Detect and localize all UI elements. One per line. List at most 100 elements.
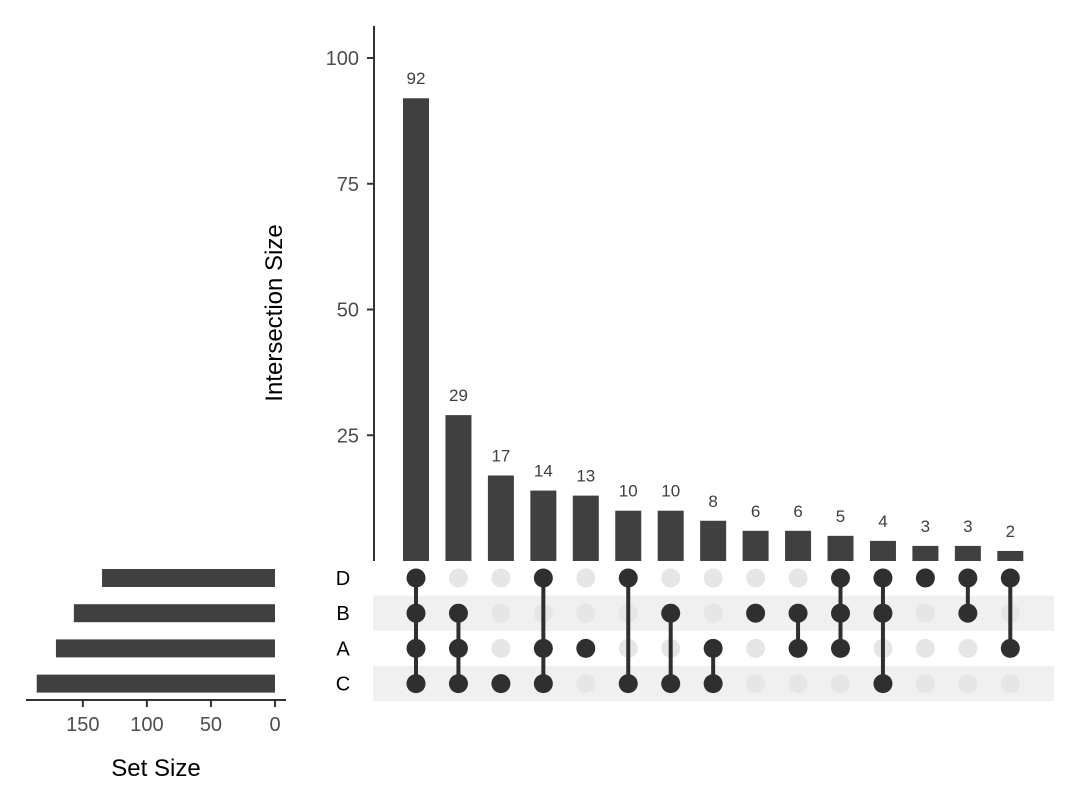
matrix-dot-inactive [788,674,808,694]
matrix-dot-active [533,638,553,658]
matrix-dot-active [746,603,766,623]
intersection-bar [997,550,1024,561]
set-size-axis-title: Set Size [111,755,200,782]
matrix-dot-active [618,674,638,694]
matrix-dot-inactive [746,674,766,694]
intersection-bar-label: 4 [878,512,887,531]
matrix-dot-inactive [915,638,935,658]
intersection-bar [869,540,896,561]
matrix-dot-inactive [576,603,596,623]
intersection-bar [700,520,727,561]
matrix-dot-inactive [915,674,935,694]
set-size-tick-label: 0 [269,714,280,736]
matrix-dot-inactive [1000,674,1020,694]
intersection-bar [785,530,812,561]
intersection-bar [657,510,684,561]
matrix-dot-active [703,674,723,694]
matrix-dot-active [788,603,808,623]
set-label-D: D [336,568,350,590]
matrix-dot-inactive [491,638,511,658]
matrix-dot-inactive [746,638,766,658]
matrix-dot-active [958,603,978,623]
intersection-bar-label: 17 [491,446,510,465]
matrix-dot-active [1000,638,1020,658]
matrix-dot-active [661,674,681,694]
matrix-dot-active [448,674,468,694]
intersection-bar [487,475,514,561]
matrix-dot-inactive [703,568,723,588]
set-size-bar-A [55,639,275,658]
intersection-bar-label: 13 [576,467,595,486]
matrix-dot-active [491,674,511,694]
matrix-dot-inactive [788,568,808,588]
intersection-bars [403,98,1024,562]
matrix-dot-active [873,603,893,623]
intersection-bar-label: 10 [619,482,638,501]
set-size-tick-label: 150 [66,714,99,736]
matrix-dot-active [831,638,850,658]
intersection-bar [572,495,599,561]
matrix-dot-inactive [491,568,511,588]
matrix-dot-active [958,568,978,588]
y-tick-label: 25 [337,425,359,447]
intersection-bar-labels: 92 29 17 14 13 10 10 8 6 6 5 4 3 3 2 [407,69,1015,541]
set-size-bar-B [73,604,275,623]
intersection-bar-label: 6 [751,502,760,521]
matrix-dot-active [873,674,893,694]
intersection-bar-label: 3 [963,517,972,536]
intersection-matrix [406,568,1020,694]
matrix-dot-active [873,568,893,588]
intersection-bar [954,545,981,561]
set-size-bar-C [36,674,275,693]
matrix-dot-active [788,638,808,658]
set-size-tick-label: 100 [130,714,163,736]
matrix-dot-active [406,568,426,588]
intersection-bar [615,510,642,561]
matrix-dot-active [1000,568,1020,588]
matrix-dot-active [406,603,426,623]
set-size-bar-D [102,569,276,587]
intersection-bar-label: 2 [1006,522,1015,541]
matrix-dot-inactive [746,568,766,588]
intersection-size-axis: 25 50 75 100 [326,26,375,561]
matrix-dot-inactive [703,603,723,623]
intersection-size-axis-title: Intersection Size [261,224,288,401]
matrix-dot-active [576,638,596,658]
intersection-bar-label: 29 [449,386,468,405]
set-label-C: C [336,674,350,696]
matrix-dot-inactive [491,603,511,623]
intersection-bar [445,415,472,561]
matrix-dot-active [448,603,468,623]
matrix-dot-active [406,674,426,694]
intersection-bar [742,530,769,561]
intersection-bar-label: 14 [534,462,553,481]
intersection-bar [912,545,939,561]
matrix-dot-active [406,638,426,658]
intersection-bar-label: 10 [661,482,680,501]
y-tick-label: 75 [337,174,359,196]
matrix-dot-active [533,568,553,588]
matrix-dot-inactive [661,568,681,588]
matrix-dot-inactive [576,568,596,588]
matrix-dot-active [618,568,638,588]
intersection-bar-label: 3 [921,517,930,536]
matrix-dot-inactive [448,568,468,588]
intersection-bar-label: 6 [793,502,802,521]
set-label-A: A [336,638,350,660]
intersection-bar [530,490,557,561]
matrix-dot-active [703,638,723,658]
matrix-dot-active [661,603,681,623]
matrix-dot-active [831,568,850,588]
matrix-dot-active [831,603,850,623]
matrix-dot-inactive [576,674,596,694]
matrix-dot-inactive [831,674,850,694]
intersection-bar-label: 92 [407,69,426,88]
matrix-dot-active [915,568,935,588]
y-tick-label: 100 [326,48,359,70]
set-size-bars [36,569,276,693]
matrix-dot-inactive [958,638,978,658]
intersection-bar [827,535,854,561]
matrix-dot-active [533,674,553,694]
y-tick-label: 50 [337,300,359,322]
